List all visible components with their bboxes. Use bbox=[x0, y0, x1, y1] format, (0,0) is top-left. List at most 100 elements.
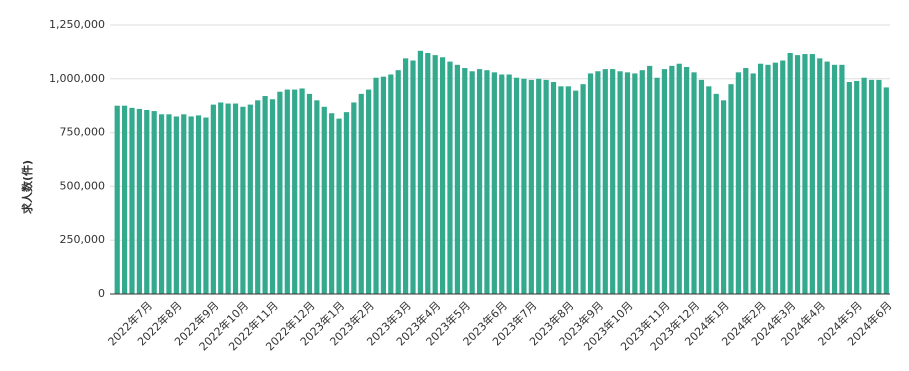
bar bbox=[491, 72, 497, 295]
bar bbox=[210, 104, 216, 295]
bar bbox=[121, 105, 128, 294]
bar bbox=[417, 50, 424, 294]
bar bbox=[684, 66, 690, 295]
bar bbox=[329, 113, 335, 295]
bar bbox=[817, 58, 823, 294]
bar bbox=[432, 55, 438, 295]
bar bbox=[306, 93, 313, 294]
bar bbox=[151, 111, 157, 294]
bar bbox=[846, 82, 852, 294]
bar bbox=[757, 63, 764, 295]
bar bbox=[824, 61, 830, 294]
y-axis-title: 求人数(件) bbox=[20, 160, 34, 214]
bar bbox=[173, 116, 179, 295]
bar bbox=[454, 64, 460, 294]
bar bbox=[166, 114, 172, 294]
bar bbox=[772, 62, 778, 294]
bar bbox=[536, 78, 542, 294]
bar bbox=[713, 93, 719, 294]
bar bbox=[388, 74, 394, 294]
bar bbox=[647, 65, 653, 294]
bar bbox=[380, 76, 387, 294]
bar bbox=[240, 106, 246, 294]
bar bbox=[513, 77, 520, 294]
bar bbox=[203, 117, 209, 294]
bar bbox=[765, 64, 771, 294]
bar bbox=[861, 77, 867, 294]
bar bbox=[750, 73, 756, 294]
bar bbox=[728, 84, 734, 295]
bar bbox=[617, 71, 623, 294]
bar bbox=[735, 72, 741, 295]
bar bbox=[447, 61, 453, 294]
bar bbox=[218, 102, 224, 294]
bar bbox=[883, 87, 889, 295]
bar bbox=[661, 69, 668, 294]
bar bbox=[654, 77, 660, 294]
bar bbox=[232, 103, 239, 294]
y-tick-label: 1,250,000 bbox=[49, 18, 105, 31]
bar bbox=[610, 69, 616, 294]
bar bbox=[373, 77, 379, 294]
bar bbox=[336, 118, 342, 294]
bar bbox=[698, 79, 705, 294]
bar bbox=[624, 72, 631, 295]
bar bbox=[639, 70, 645, 294]
bar bbox=[543, 79, 549, 294]
bar bbox=[262, 96, 268, 295]
bar bbox=[580, 84, 586, 295]
bar bbox=[247, 104, 253, 295]
bar bbox=[721, 100, 727, 294]
bar bbox=[277, 91, 283, 294]
bar bbox=[114, 105, 120, 294]
bar bbox=[521, 78, 527, 294]
bar bbox=[484, 70, 490, 294]
bar bbox=[558, 86, 564, 294]
bar bbox=[839, 64, 845, 294]
bar bbox=[403, 58, 409, 294]
bar bbox=[550, 82, 557, 294]
bar bbox=[831, 64, 838, 294]
bar bbox=[809, 54, 815, 294]
bar bbox=[706, 86, 712, 294]
bar bbox=[129, 107, 135, 295]
y-tick-label: 250,000 bbox=[60, 233, 106, 246]
bar bbox=[854, 80, 860, 295]
bar bbox=[321, 106, 327, 294]
bar bbox=[255, 100, 261, 294]
bar bbox=[506, 74, 512, 294]
bar bbox=[425, 52, 431, 295]
bar bbox=[136, 108, 142, 294]
bar bbox=[787, 52, 793, 295]
bar bbox=[794, 55, 801, 295]
bar bbox=[499, 74, 505, 294]
y-tick-label: 0 bbox=[98, 287, 105, 300]
bar bbox=[284, 89, 290, 294]
bar bbox=[299, 88, 305, 294]
bar bbox=[595, 71, 601, 294]
y-tick-label: 750,000 bbox=[60, 126, 106, 139]
bar bbox=[439, 57, 446, 294]
y-tick-label: 500,000 bbox=[60, 179, 106, 192]
bar bbox=[144, 110, 150, 294]
bar bbox=[314, 100, 320, 294]
bar bbox=[410, 60, 416, 295]
bar bbox=[602, 69, 608, 294]
bar bbox=[565, 86, 571, 294]
bar bbox=[462, 68, 468, 294]
bar bbox=[195, 115, 202, 294]
bar bbox=[469, 71, 475, 294]
bar bbox=[225, 103, 231, 294]
bar bbox=[343, 112, 350, 294]
bar bbox=[351, 102, 357, 294]
bar bbox=[366, 89, 372, 294]
bar bbox=[632, 73, 638, 294]
bar bbox=[743, 68, 749, 294]
bar bbox=[691, 72, 697, 295]
bar bbox=[528, 79, 534, 294]
bar bbox=[358, 93, 364, 294]
bar bbox=[573, 90, 579, 294]
bar bbox=[269, 99, 276, 294]
